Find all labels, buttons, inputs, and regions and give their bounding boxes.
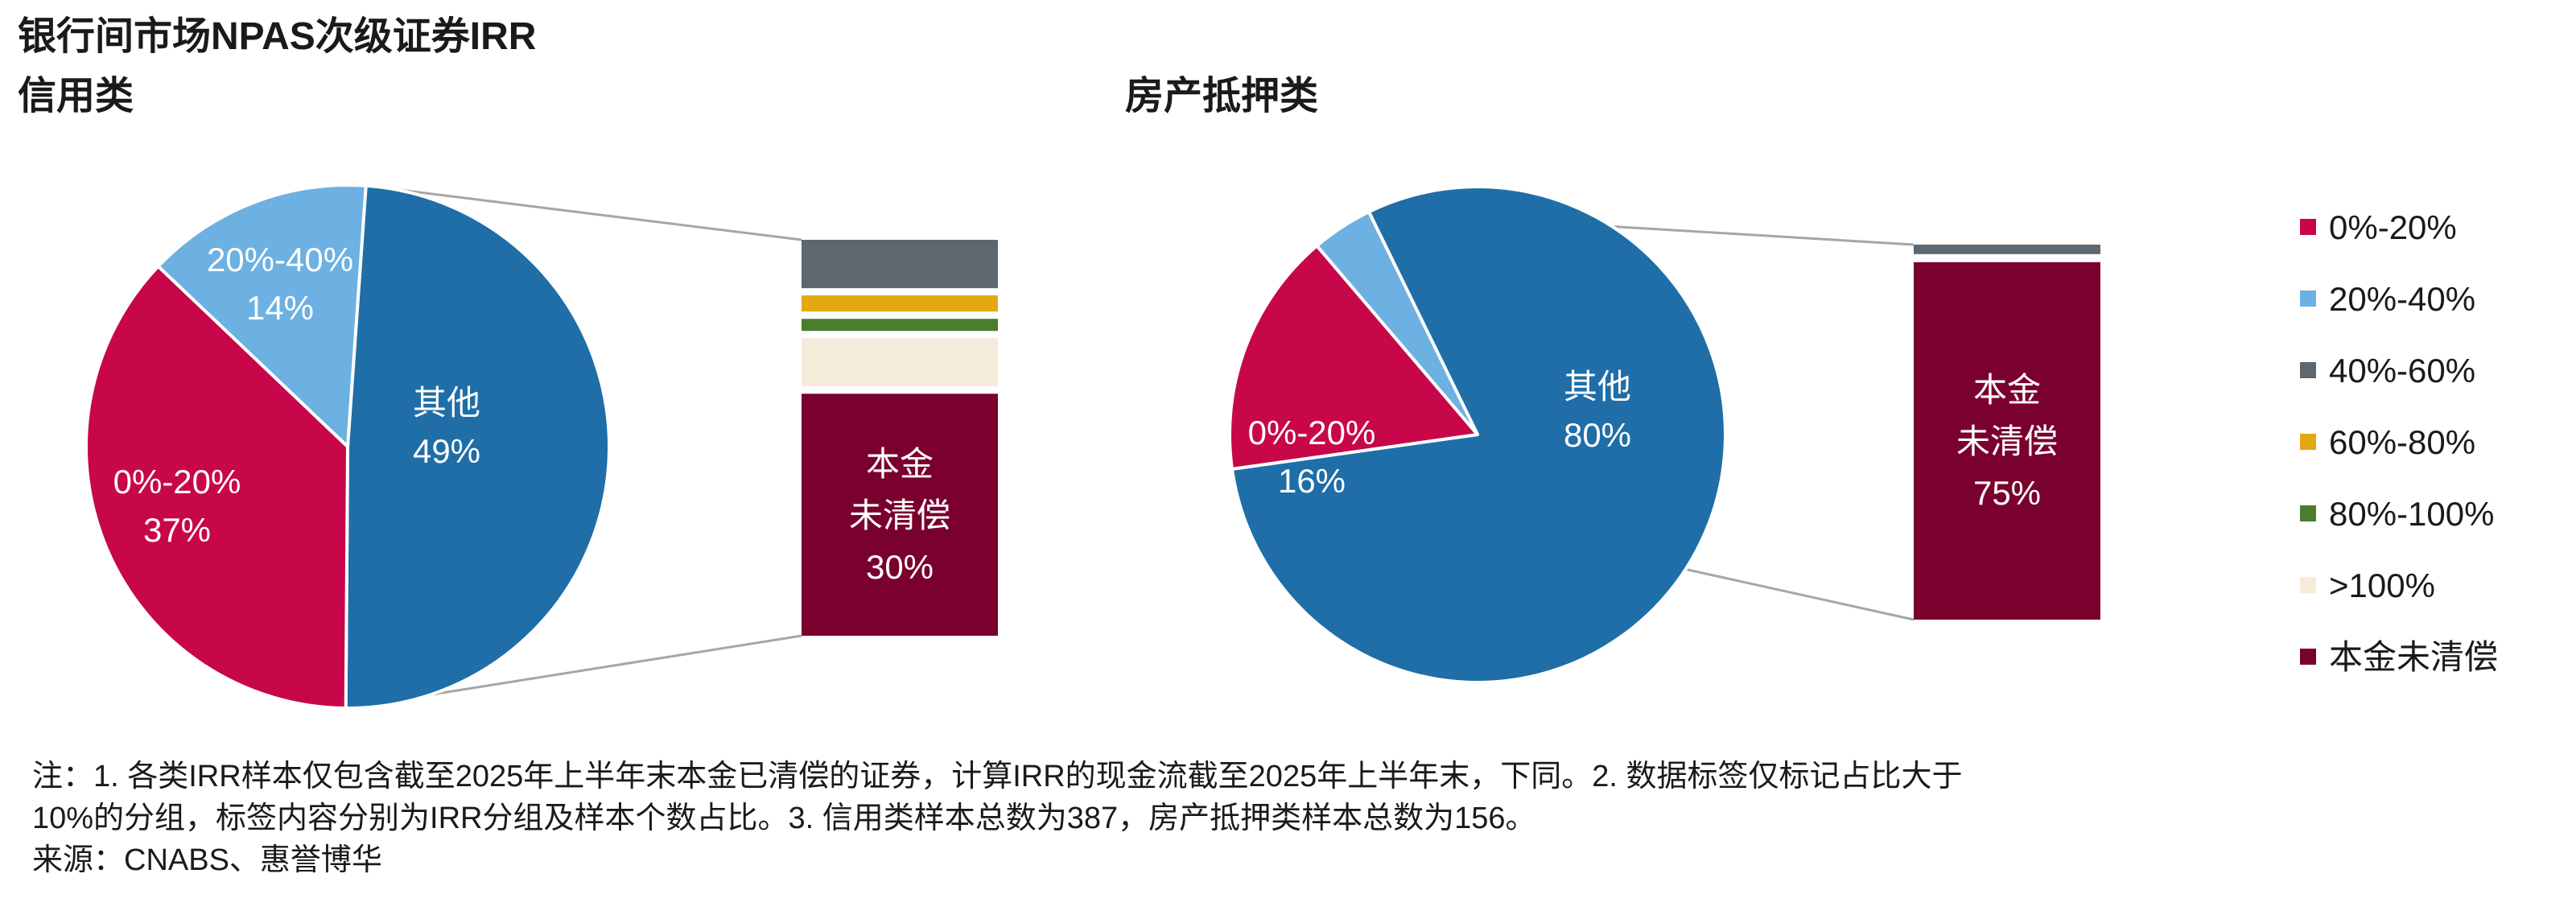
- legend-swatch-20pct-40pct: [2300, 291, 2316, 307]
- legend-label-gt-100pct: >100%: [2329, 567, 2435, 604]
- legend-swatch-gt-100pct: [2300, 577, 2316, 593]
- connector-line-upper: [365, 184, 802, 241]
- pie-slice-20pct-40pct: [1315, 210, 1479, 436]
- pie-label-其他: 其他 80%: [1564, 368, 1631, 454]
- legend-label-0pct-20pct: 0%-20%: [2329, 208, 2457, 246]
- pie-label-20pct-40pct: 20%-40% 14%: [207, 241, 353, 327]
- bar-segment-60pct-80pct: [802, 295, 998, 312]
- right-chart-subtitle: 房产抵押类: [1125, 75, 1319, 117]
- bar-segment-gt-100pct: [802, 338, 998, 387]
- legend-swatch-本金未清偿: [2300, 649, 2316, 665]
- legend-label-本金未清偿: 本金未清偿: [2329, 638, 2498, 676]
- pie-slice-0pct-20pct: [84, 264, 349, 710]
- chart-canvas: 其他 49% 0%-20% 37% 20%-40% 14% 本金未清偿 30% 其他 80% 0%-…: [84, 183, 2498, 711]
- legend-swatch-60pct-80pct: [2300, 434, 2316, 450]
- legend-swatch-40pct-60pct: [2300, 362, 2316, 378]
- pie-label-0pct-20pct: 0%-20% 16%: [1248, 414, 1376, 500]
- pie-slice-其他: [344, 183, 611, 711]
- legend-label-60pct-80pct: 60%-80%: [2329, 423, 2475, 461]
- bar-segment-本金未清偿: [802, 394, 998, 636]
- bar-segment-80pct-100pct: [802, 319, 998, 332]
- bar-segment-本金未清偿: [1914, 262, 2100, 620]
- legend-label-80pct-100pct: 80%-100%: [2329, 495, 2494, 533]
- bar-segment-40pct-60pct: [1914, 245, 2100, 254]
- pie-slice-0pct-20pct: [1227, 244, 1479, 471]
- footnote-line-2: 10%的分组，标签内容分别为IRR分组及样本个数占比。3. 信用类样本总数为38…: [32, 802, 1536, 835]
- pie-label-其他: 其他 49%: [413, 384, 480, 470]
- source-note: 来源：CNABS、惠誉博华: [32, 843, 382, 877]
- footnote-line-1: 注：1. 各类IRR样本仅包含截至2025年上半年末本金已清偿的证券，计算IRR…: [32, 760, 1963, 793]
- bar-label-本金未清偿: 本金未清偿 75%: [1956, 371, 2058, 512]
- bar-label-本金未清偿: 本金未清偿 30%: [849, 445, 950, 586]
- legend-swatch-0pct-20pct: [2300, 219, 2316, 235]
- chart-title: 银行间市场NPAS次级证券IRR: [18, 15, 537, 58]
- legend-swatch-80pct-100pct: [2300, 505, 2316, 521]
- legend-label-40pct-60pct: 40%-60%: [2329, 352, 2475, 389]
- pie-label-0pct-20pct: 0%-20% 37%: [113, 463, 241, 549]
- left-chart-subtitle: 信用类: [18, 75, 134, 117]
- bar-segment-40pct-60pct: [802, 240, 998, 289]
- pie-slice-20pct-40pct: [156, 183, 368, 448]
- legend-label-20pct-40pct: 20%-40%: [2329, 280, 2475, 318]
